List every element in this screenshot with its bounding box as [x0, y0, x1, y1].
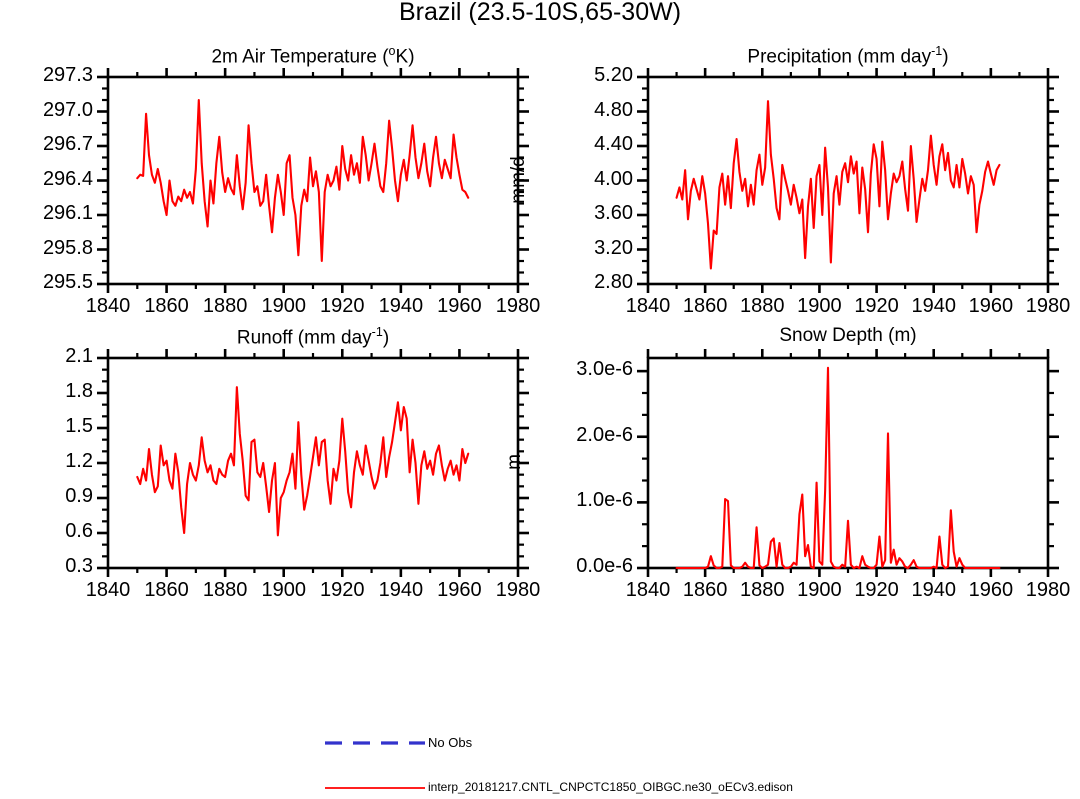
y-tick-label: 4.00	[594, 167, 633, 190]
legend-label-2: interp_20181217.CNTL_CNPCTC1850_OIBGC.ne…	[428, 780, 793, 794]
x-tick-label: 1880	[740, 579, 785, 601]
plot-panel-snow-depth: Snow Depth (m) 0.0e-6 1.0e-6 2.0e-6 3.0e-6 18…	[504, 298, 1080, 628]
figure-title: Brazil (23.5-10S,65-30W)	[398, 0, 682, 26]
x-tick-label: 1960	[968, 579, 1014, 601]
x-tick-label: 1940	[911, 579, 956, 601]
y-tick-label: 2.0e-6	[576, 423, 633, 446]
x-tick-label: 1980	[495, 295, 541, 317]
panel-title-precipitation: Precipitation (mm day-1)	[747, 44, 949, 68]
y-tick-label: 295.8	[42, 236, 93, 259]
data-series-line	[675, 366, 1001, 570]
y-tick-label: 2.1	[65, 345, 93, 367]
x-tick-label: 1900	[797, 295, 842, 317]
y-tick-label: 4.40	[594, 133, 633, 155]
y-tick-label: 1.2	[65, 450, 93, 472]
y-tick-label: 3.60	[594, 202, 633, 224]
x-tick-label: 1960	[437, 295, 482, 317]
plot-svg-snow-depth	[637, 349, 1059, 577]
x-tick-label: 1860	[682, 295, 728, 317]
x-tick-label: 1920	[854, 579, 899, 601]
y-tick-label: 3.20	[594, 236, 633, 259]
x-tick-label: 1940	[378, 579, 424, 601]
legend-label-1: No Obs	[428, 735, 473, 750]
y-tick-label: 295.5	[42, 271, 93, 293]
x-tick-label: 1920	[320, 579, 365, 601]
x-tick-label: 1880	[202, 579, 248, 601]
panel-title-snow-depth: Snow Depth (m)	[779, 325, 917, 346]
y-tick-label: 0.0e-6	[576, 555, 633, 577]
panel-title-runoff: Runoff (mm day-1)	[236, 325, 390, 349]
plot-panel-runoff: Runoff (mm day-1) 0.3 0.6 0.9 1.2 1.5 1.8 2.1 18…	[48, 298, 578, 628]
x-tick-label: 1940	[911, 295, 956, 317]
x-tick-label: 1840	[625, 579, 671, 601]
x-tick-label: 1840	[85, 579, 131, 601]
x-tick-label: 1860	[682, 579, 728, 601]
plot-svg-air-temperature	[97, 68, 529, 293]
plot-svg-precipitation	[637, 68, 1059, 293]
plot-svg-runoff	[97, 349, 529, 577]
x-tick-label: 1900	[261, 579, 306, 601]
x-tick-label: 1880	[740, 295, 785, 317]
y-axis-label-snow-depth: m	[504, 454, 525, 470]
y-tick-label: 297.0	[42, 98, 93, 121]
y-tick-label: 297.3	[42, 64, 93, 86]
x-tick-label: 1940	[378, 295, 424, 317]
x-tick-label: 1840	[85, 295, 131, 317]
x-tick-label: 1920	[854, 295, 899, 317]
x-tick-label: 1960	[968, 295, 1014, 317]
x-tick-label: 1960	[437, 579, 482, 601]
y-tick-label: 0.9	[65, 485, 93, 507]
x-tick-label: 1880	[202, 295, 248, 317]
x-tick-label: 1860	[144, 295, 189, 317]
y-tick-label: 0.3	[65, 555, 93, 577]
y-tick-label: 1.0e-6	[576, 489, 633, 512]
x-tick-label: 1900	[797, 579, 842, 601]
y-tick-label: 296.7	[42, 133, 93, 155]
x-tick-label: 1900	[261, 295, 306, 317]
x-tick-label: 1980	[1025, 295, 1071, 317]
y-tick-label: 2.80	[594, 271, 633, 293]
x-tick-label: 1860	[144, 579, 189, 601]
x-tick-label: 1980	[495, 579, 541, 601]
y-tick-label: 1.8	[65, 380, 93, 402]
y-tick-label: 3.0e-6	[576, 358, 633, 381]
plot-panel-precipitation: Precipitation (mm day-1) 2.80 3.20 3.60 4.00…	[508, 17, 1080, 344]
panel-title-air-temperature: 2m Air Temperature (oK)	[211, 44, 415, 68]
data-series-line	[136, 386, 470, 537]
y-tick-label: 5.20	[594, 64, 633, 86]
plot-panel-air-temperature: 2m Air Temperature (oK) 295.5 295.8 296.1 29…	[43, 17, 578, 344]
data-series-line	[675, 100, 1001, 270]
y-axis-label-precipitation: mm/d	[508, 155, 529, 204]
y-tick-label: 4.80	[594, 98, 633, 121]
y-tick-label: 296.4	[42, 167, 93, 190]
x-tick-label: 1840	[625, 295, 671, 317]
x-tick-label: 1980	[1025, 579, 1071, 601]
y-tick-label: 0.6	[65, 520, 93, 542]
x-tick-label: 1920	[320, 295, 365, 317]
y-tick-label: 296.1	[42, 202, 93, 224]
data-series-line	[136, 98, 470, 263]
y-tick-label: 1.5	[65, 415, 93, 437]
